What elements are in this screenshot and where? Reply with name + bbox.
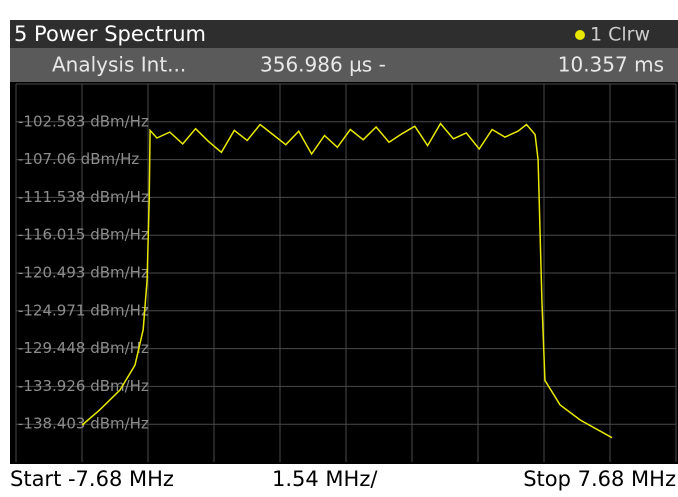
y-tick-label: -107.06 dBm/Hz xyxy=(18,150,139,168)
trace xyxy=(81,122,613,439)
y-tick-label: -111.538 dBm/Hz xyxy=(18,188,149,206)
info-start: 356.986 µs - xyxy=(260,53,386,77)
footer-stop: Stop 7.68 MHz xyxy=(523,467,676,491)
y-tick-label: -116.015 dBm/Hz xyxy=(18,226,149,244)
legend-label: 1 Clrw xyxy=(590,24,650,46)
y-tick-label: -120.493 dBm/Hz xyxy=(18,264,149,282)
plot: -102.583 dBm/Hz -107.06 dBm/Hz -111.538 dB… xyxy=(15,83,677,462)
info-stop: 10.357 ms xyxy=(558,53,664,77)
y-tick-label: -133.926 dBm/Hz xyxy=(18,377,149,395)
footer-start: Start -7.68 MHz xyxy=(10,467,174,491)
title-bar xyxy=(10,20,678,48)
footer-span: 1.54 MHz/ xyxy=(272,467,378,491)
y-tick-label: -129.448 dBm/Hz xyxy=(18,339,149,357)
legend-marker xyxy=(575,30,585,40)
info-label: Analysis Int... xyxy=(52,53,186,77)
y-tick-label: -102.583 dBm/Hz xyxy=(18,112,149,130)
window-title: 5 Power Spectrum xyxy=(14,22,206,46)
info-bar xyxy=(10,48,678,82)
y-tick-label: -124.971 dBm/Hz xyxy=(18,301,149,319)
